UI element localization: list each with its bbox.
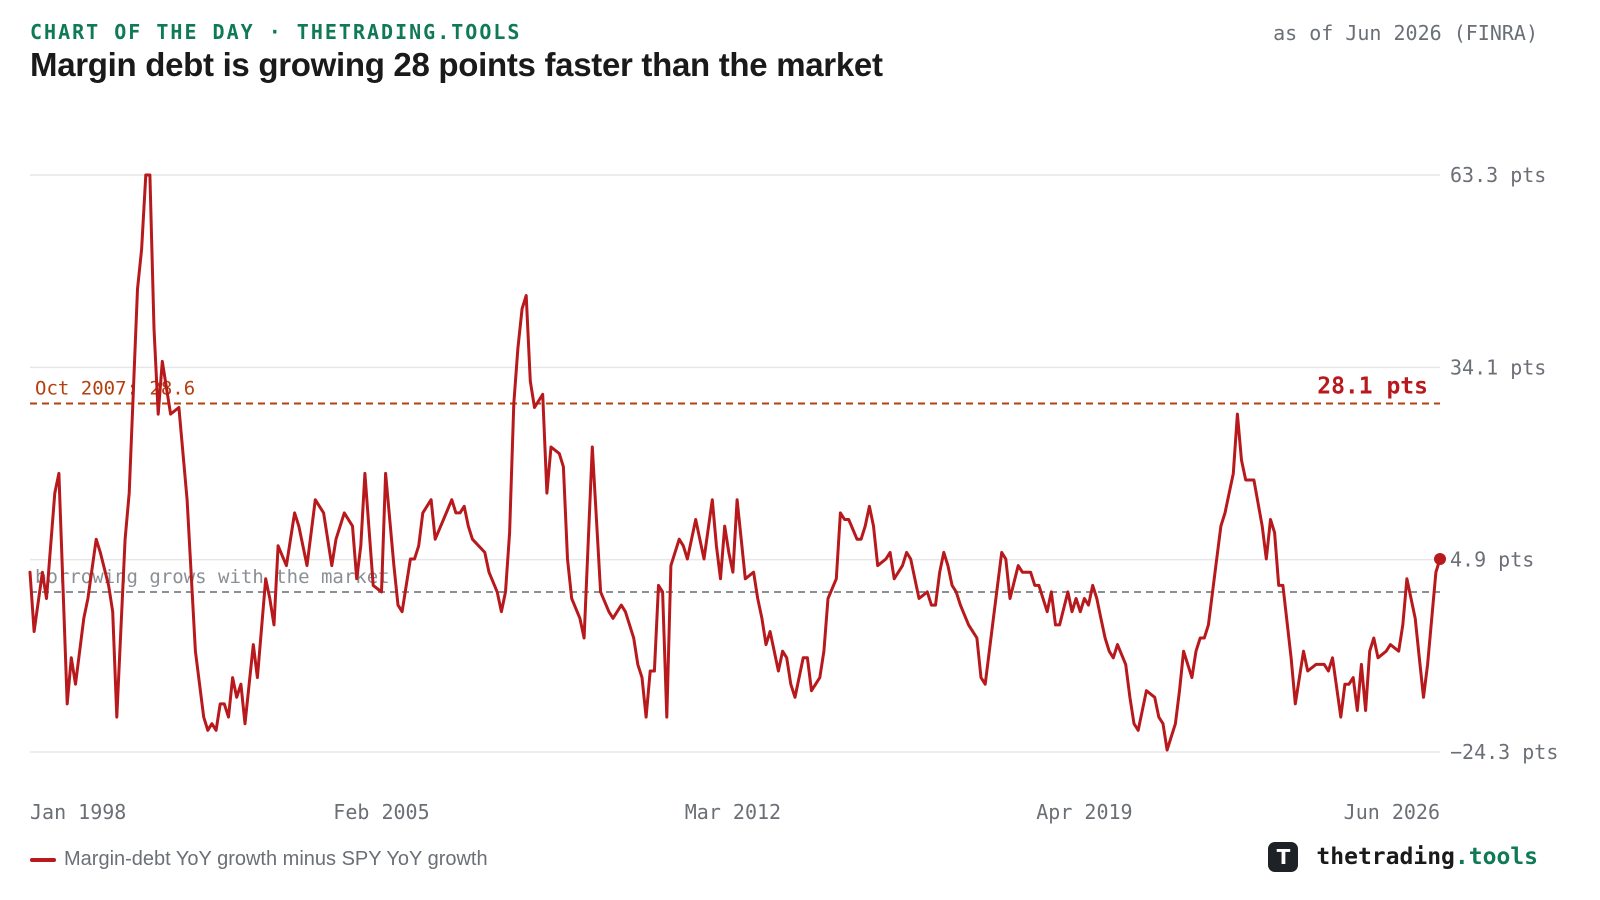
last-value-label: 28.1 pts (1317, 374, 1428, 400)
series-line (28, 173, 1442, 752)
x-tick-label-0: Jan 1998 (30, 800, 126, 824)
x-tick-label-4: Jun 2026 (1344, 800, 1440, 824)
last-point-marker (1434, 553, 1446, 566)
brand-name: thetrading (1316, 844, 1455, 870)
brand-logo-icon: T (1268, 842, 1299, 872)
legend-label: Margin-debt YoY growth minus SPY YoY gro… (64, 848, 488, 870)
y-tick-label-0: −24.3 pts (1450, 740, 1558, 764)
legend-line-swatch (30, 857, 56, 862)
brand-mark[interactable]: T thetrading .tools (1268, 842, 1538, 872)
reference-label-1: borrowing grows with the market (35, 566, 390, 588)
reference-label-0: Oct 2007: 28.6 (35, 378, 195, 400)
x-tick-label-3: Apr 2019 (1036, 800, 1132, 824)
y-tick-label-2: 34.1 pts (1450, 355, 1546, 379)
chart-kicker: CHART OF THE DAY · THETRADING.TOOLS (30, 20, 522, 44)
x-tick-label-2: Mar 2012 (685, 800, 781, 824)
chart-title: Margin debt is growing 28 points faster … (30, 46, 883, 83)
y-tick-label-3: 63.3 pts (1450, 163, 1546, 187)
brand-suffix: .tools (1454, 844, 1538, 870)
chart-legend: Margin-debt YoY growth minus SPY YoY gro… (30, 848, 488, 871)
y-tick-label-1: 4.9 pts (1450, 548, 1534, 572)
x-tick-label-1: Feb 2005 (333, 800, 429, 824)
as-of-date: as of Jun 2026 (FINRA) (1273, 21, 1538, 45)
